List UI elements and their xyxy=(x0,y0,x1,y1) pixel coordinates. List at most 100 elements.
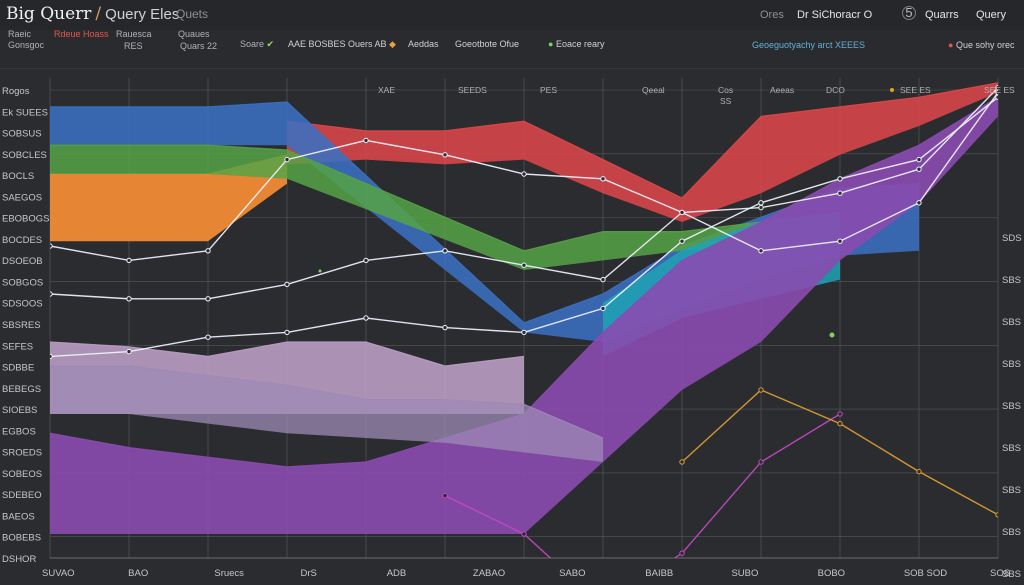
y-tick-label-14: BEBEGS xyxy=(2,384,41,395)
point-trend-a-7 xyxy=(600,176,606,182)
nav-badge-icon[interactable]: 5 xyxy=(902,6,916,20)
y-tick-label-17: SROEDS xyxy=(2,448,42,459)
right-tick-label-3: SBS xyxy=(1002,359,1021,370)
series-lines xyxy=(50,84,998,558)
point-trend-b-5 xyxy=(442,324,448,331)
control-aae[interactable]: AAE BOSBES xyxy=(288,39,346,49)
point-trend-c-0 xyxy=(50,291,53,297)
point-gold-1 xyxy=(758,387,764,393)
legend-label-2: PES xyxy=(540,85,557,95)
y-tick-label-10: SDSOOS xyxy=(2,299,43,310)
nav-item-1[interactable]: Ores xyxy=(760,9,784,21)
y-tick-label-15: SIOEBS xyxy=(2,405,37,416)
y-tick-label-8: DSOEOB xyxy=(2,256,43,267)
series-areas xyxy=(50,82,998,534)
diamond-icon: ◆ xyxy=(389,39,396,49)
x-tick-label-5: ZABAO xyxy=(473,568,505,579)
nav-item-3[interactable]: Quarrs xyxy=(925,9,959,21)
legend-label-1: SEEDS xyxy=(458,85,487,95)
area-edge-lavender-band xyxy=(50,365,604,439)
nav-item-2[interactable]: Dr SiChoracr O xyxy=(797,9,873,21)
axis-ticks: Rogos Ek SUEES SOBSUS SOBCLES BOCLS SAEGOS EBO… xyxy=(2,86,1022,580)
point-trend-a-5 xyxy=(442,152,448,158)
point-trend-c-2 xyxy=(205,296,211,302)
nav-item-4[interactable]: Query xyxy=(976,9,1006,21)
point-trend-c-10 xyxy=(837,190,843,196)
y-tick-label-7: BOCDES xyxy=(2,235,42,246)
point-trend-c-11 xyxy=(916,166,922,172)
point-trend-a-6 xyxy=(521,171,527,177)
y-tick-label-9: SOBGOS xyxy=(2,277,43,288)
point-magenta-0 xyxy=(442,492,448,499)
point-trend-b-12 xyxy=(995,94,998,100)
subnav-item-7[interactable]: Quars 22 xyxy=(180,41,218,51)
y-tick-label-20: BAEOS xyxy=(2,511,35,522)
y-tick-label-13: SDBBE xyxy=(2,363,34,374)
top-bar: Big Querr / Query Eles Quets Ores Dr SiCho… xyxy=(0,0,1024,30)
legend-marker-gold xyxy=(890,88,894,92)
subnav-item-4[interactable]: Quaues xyxy=(178,29,210,39)
point-trend-b-3 xyxy=(284,329,290,336)
point-trend-a-11 xyxy=(916,200,922,206)
y-tick-label-2: SOBSUS xyxy=(2,129,42,140)
status-dot-icon: ● xyxy=(548,39,554,49)
x-tick-label-8: SUBO xyxy=(731,568,758,579)
point-trend-b-0 xyxy=(50,353,53,360)
control-soare[interactable]: Soare ✔ xyxy=(240,39,275,49)
control-ouers[interactable]: Ouers AB ◆ xyxy=(348,39,396,49)
point-trend-a-10 xyxy=(837,238,843,244)
y-tick-label-12: SEFES xyxy=(2,341,33,352)
legend-label-3: Qeeal xyxy=(642,85,665,95)
status-dot-icon-2: ● xyxy=(948,40,954,50)
point-trend-c-6 xyxy=(521,262,527,268)
area-edge-green xyxy=(50,144,762,252)
x-tick-label-4: ADB xyxy=(387,568,407,579)
point-trend-c-7 xyxy=(600,276,606,283)
legend-label-8: SEE ES xyxy=(984,85,1015,95)
y-tick-label-3: SOBCLES xyxy=(2,150,47,161)
right-tick-label-5: SBS xyxy=(1002,443,1021,454)
x-tick-label-2: Sruecs xyxy=(214,568,244,579)
legend-label-6: DCO xyxy=(826,85,845,95)
point-trend-b-4 xyxy=(363,315,369,321)
y-tick-label-0: Rogos xyxy=(2,86,30,97)
control-que[interactable]: ● Que sohy orec xyxy=(948,40,1015,50)
subnav-item-2[interactable]: Rdeue Hoass xyxy=(54,29,109,39)
point-gold-2 xyxy=(837,420,843,427)
subnav-item-3[interactable]: Rauesca xyxy=(116,29,152,39)
control-geoe[interactable]: Geoeguotyachy arct XEEES xyxy=(752,40,866,50)
y-tick-label-21: BOBEBS xyxy=(2,533,41,544)
subnav-item-5[interactable]: Gonsgoc xyxy=(8,40,45,50)
tab-quets[interactable]: Quets xyxy=(176,7,209,21)
area-edge-red xyxy=(286,82,998,199)
y-tick-label-22: DSHOR xyxy=(2,554,36,565)
right-tick-label-7: SBS xyxy=(1002,527,1021,538)
legend-label-4: Cos xyxy=(718,85,733,95)
point-trend-c-8 xyxy=(679,209,685,216)
app-logo[interactable]: Big Querr / Query Eles xyxy=(6,4,179,24)
x-tick-label-3: DrS xyxy=(301,568,317,579)
x-tick-label-6: SABO xyxy=(559,568,585,579)
subnav-item-6[interactable]: RES xyxy=(124,41,143,51)
control-aeddas[interactable]: Aeddas xyxy=(408,39,439,49)
control-goeot[interactable]: Goeotbote Ofue xyxy=(455,39,520,49)
title-separator: / xyxy=(95,4,102,24)
point-trend-b-10 xyxy=(837,176,843,182)
area-green xyxy=(50,145,761,270)
point-trend-c-3 xyxy=(284,281,290,288)
right-tick-label-2: SBS xyxy=(1002,317,1021,328)
x-tick-label-0: SUVAO xyxy=(42,568,75,579)
subnav-item-1[interactable]: Raeic xyxy=(8,29,32,39)
point-trend-b-11 xyxy=(916,156,922,163)
highlight-dot-small xyxy=(318,269,322,273)
right-tick-label-8: SBS xyxy=(1002,569,1021,580)
y-tick-label-6: EBOBOGS xyxy=(2,214,50,225)
point-gold-4 xyxy=(995,512,998,518)
point-trend-c-9 xyxy=(758,204,764,211)
app-subtitle: Query Eles xyxy=(105,6,180,23)
x-tick-label-1: BAO xyxy=(128,568,148,579)
point-trend-a-4 xyxy=(363,137,369,144)
highlight-dot-green xyxy=(829,332,835,338)
control-eoace[interactable]: ● Eoace reary xyxy=(548,39,605,49)
